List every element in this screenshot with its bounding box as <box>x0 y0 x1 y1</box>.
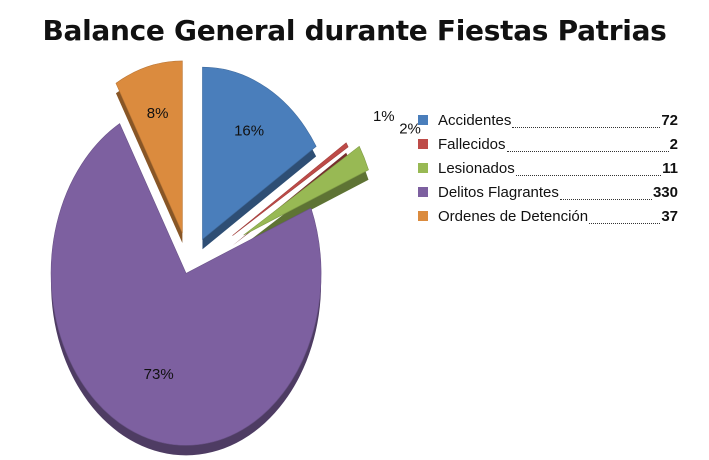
legend-item-ordenes-de-detenci-n: Ordenes de Detención 37 <box>418 204 678 228</box>
pie-slice-ordenes-de-detenci-n <box>115 60 183 234</box>
legend-swatch <box>418 139 428 149</box>
pie-label-ordenes-de-detenci-n: 8% <box>147 105 169 122</box>
legend-item-delitos-flagrantes: Delitos Flagrantes 330 <box>418 180 678 204</box>
pie-slice-fallecidos <box>232 142 349 236</box>
legend-leader-dots <box>512 127 661 128</box>
pie-label-fallecidos: 1% <box>373 108 395 125</box>
pie-slice-accidentes <box>202 66 317 240</box>
legend-label: Ordenes de Detención <box>438 207 589 225</box>
pie-slice-delitos-flagrantes <box>50 123 322 446</box>
chart-legend: Accidentes 72 Fallecidos 2 Lesionados 11 Delit… <box>418 108 678 228</box>
legend-swatch <box>418 211 428 221</box>
legend-label: Fallecidos <box>438 135 506 153</box>
legend-value: 72 <box>661 111 678 129</box>
pie-label-lesionados: 2% <box>399 120 421 137</box>
legend-value: 2 <box>669 135 678 153</box>
pie-label-accidentes: 16% <box>234 123 264 140</box>
pie-label-delitos-flagrantes: 73% <box>144 366 174 383</box>
pie-slice-lesionados <box>243 145 369 236</box>
legend-swatch <box>418 115 428 125</box>
legend-leader-dots <box>589 223 661 224</box>
legend-value: 11 <box>662 159 678 177</box>
legend-swatch <box>418 163 428 173</box>
legend-label: Delitos Flagrantes <box>438 183 559 201</box>
legend-label: Lesionados <box>438 159 515 177</box>
legend-label: Accidentes <box>438 111 512 129</box>
legend-item-fallecidos: Fallecidos 2 <box>418 132 678 156</box>
legend-item-accidentes: Accidentes 72 <box>418 108 678 132</box>
legend-leader-dots <box>559 199 652 200</box>
legend-value: 37 <box>661 207 678 225</box>
legend-value: 330 <box>652 183 678 201</box>
legend-leader-dots <box>515 175 662 176</box>
chart-title: Balance General durante Fiestas Patrias <box>42 14 667 47</box>
legend-swatch <box>418 187 428 197</box>
legend-item-lesionados: Lesionados 11 <box>418 156 678 180</box>
legend-leader-dots <box>506 151 669 152</box>
